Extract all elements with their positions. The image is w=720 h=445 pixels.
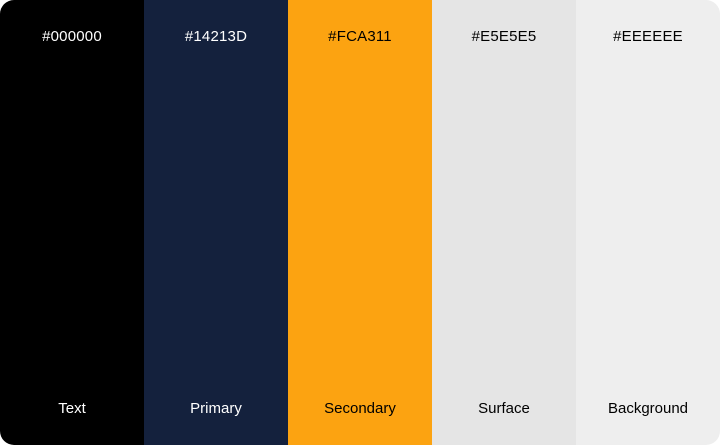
swatch-surface: #E5E5E5 Surface [432, 0, 576, 445]
swatch-role-label: Surface [478, 400, 530, 417]
swatch-hex-code: #000000 [42, 28, 102, 45]
swatch-role-label: Background [607, 400, 689, 417]
swatch-secondary: #FCA311 Secondary [288, 0, 432, 445]
swatch-hex-code: #FCA311 [328, 28, 392, 45]
swatch-hex-code: #14213D [184, 28, 248, 45]
swatch-role-label: Primary [190, 400, 242, 417]
swatch-role-label: Text [58, 400, 86, 417]
swatch-primary: #14213D Primary [144, 0, 288, 445]
swatch-hex-code: #EEEEEE [613, 28, 683, 45]
swatch-background: #EEEEEE Background [576, 0, 720, 445]
swatch-text: #000000 Text [0, 0, 144, 445]
swatch-role-label: Secondary [324, 400, 396, 417]
swatch-hex-code: #E5E5E5 [471, 28, 537, 45]
